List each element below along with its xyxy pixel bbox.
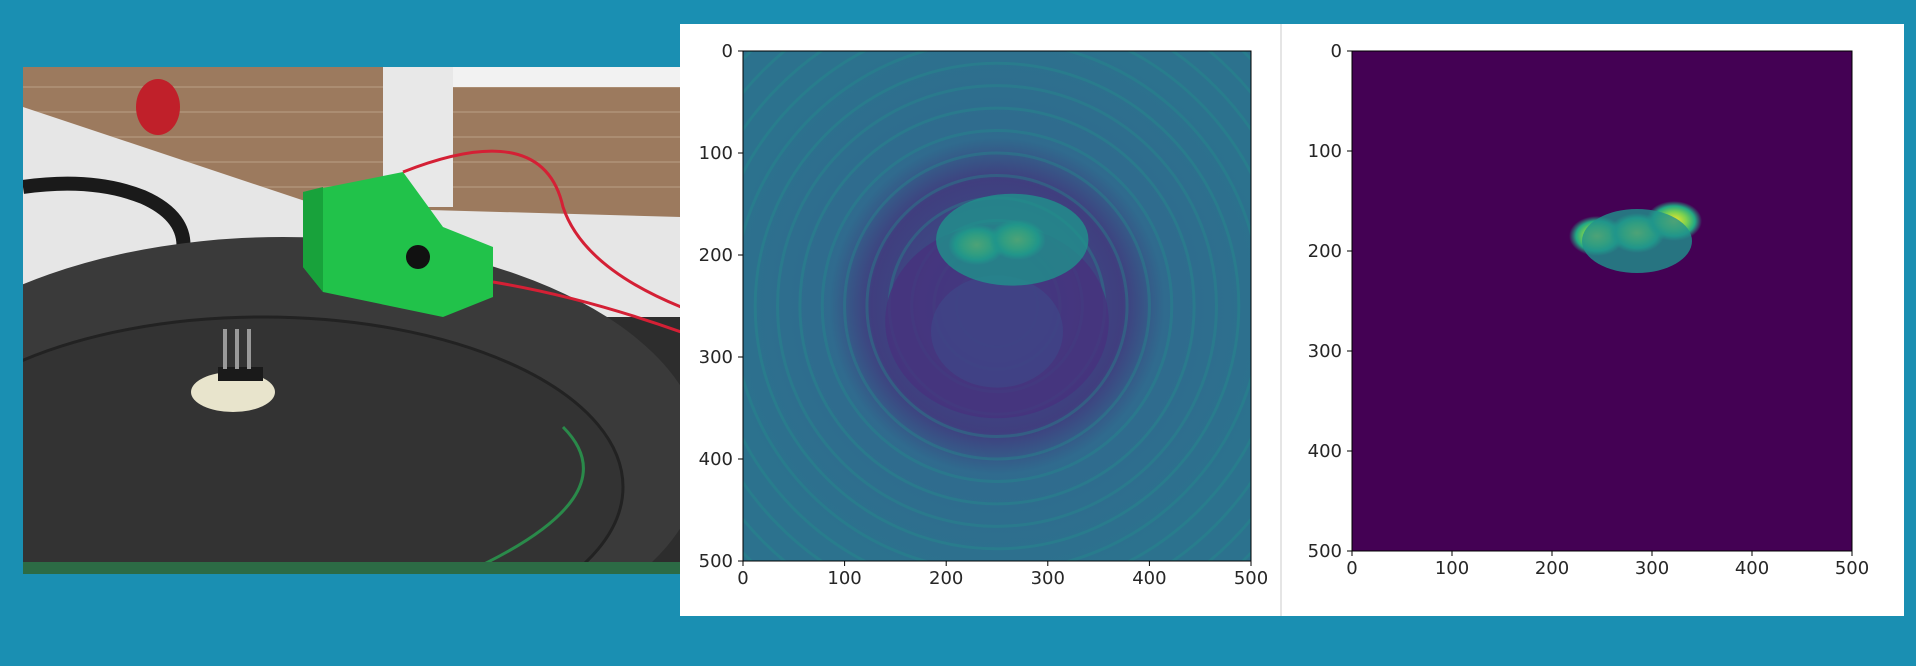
plot-area <box>743 51 1251 561</box>
y-tick-label: 100 <box>1308 141 1342 162</box>
y-tick-label: 300 <box>699 347 733 368</box>
heatmap-figure-right: 0 100 200 300 400 500 0 100 200 300 400 500 <box>1282 24 1904 616</box>
panel-divider <box>1280 24 1282 616</box>
y-tick-label: 0 <box>1331 41 1342 62</box>
hot-region <box>936 193 1089 286</box>
heatmap-figure-left: 0 100 200 300 400 500 0 100 200 300 400 500 <box>680 24 1280 616</box>
y-tick-label: 400 <box>699 449 733 470</box>
y-tick-label: 300 <box>1308 341 1342 362</box>
photo-icon <box>23 67 681 574</box>
y-tick-label: 0 <box>722 41 733 62</box>
x-tick-label: 200 <box>929 568 963 589</box>
y-tick-label: 200 <box>699 245 733 266</box>
x-tick-label: 100 <box>827 568 861 589</box>
photo-panel <box>23 67 681 574</box>
x-tick-label: 0 <box>1346 558 1357 579</box>
plot-area <box>1352 51 1852 551</box>
x-tick-label: 200 <box>1535 558 1569 579</box>
y-tick-label: 200 <box>1308 241 1342 262</box>
x-tick-label: 300 <box>1635 558 1669 579</box>
y-tick-label: 400 <box>1308 441 1342 462</box>
x-tick-label: 300 <box>1031 568 1065 589</box>
plot-frame <box>1351 50 1853 552</box>
x-tick-label: 0 <box>737 568 748 589</box>
x-tick-label: 400 <box>1735 558 1769 579</box>
heatmap-background <box>1352 51 1852 551</box>
x-tick-label: 400 <box>1132 568 1166 589</box>
y-tick-label: 500 <box>699 551 733 572</box>
x-tick-label: 500 <box>1234 568 1268 589</box>
x-tick-label: 500 <box>1835 558 1869 579</box>
plot-frame <box>742 50 1252 562</box>
y-tick-label: 100 <box>699 143 733 164</box>
y-tick-label: 500 <box>1308 541 1342 562</box>
hot-region <box>1582 209 1692 273</box>
x-tick-label: 100 <box>1435 558 1469 579</box>
